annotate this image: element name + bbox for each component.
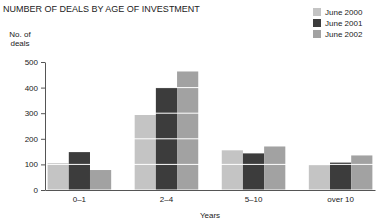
- legend: June 2000 June 2001 June 2002: [313, 8, 363, 39]
- tick-label: 300: [25, 109, 39, 118]
- tick-label: over 10: [327, 195, 354, 204]
- tick: 2–4: [160, 195, 174, 204]
- bar: [222, 150, 243, 190]
- bar: [243, 153, 264, 190]
- tick-label: 500: [25, 58, 39, 67]
- tick-label: 100: [25, 160, 39, 169]
- y-axis-title: No. ofdeals: [9, 30, 31, 48]
- axis-line: [45, 63, 46, 191]
- grid-line: [45, 87, 375, 88]
- tick-label: 0–1: [73, 195, 87, 204]
- tick-mark: [41, 88, 45, 89]
- tick-label: 2–4: [160, 195, 174, 204]
- chart: NUMBER OF DEALS BY AGE OF INVESTMENT 0 100…: [0, 0, 383, 222]
- tick-label: 200: [25, 135, 39, 144]
- legend-swatch: [313, 30, 321, 38]
- legend-item: June 2002: [313, 30, 363, 39]
- legend-swatch: [313, 19, 321, 27]
- bar: [309, 165, 330, 190]
- x-axis-title: Years: [200, 211, 220, 220]
- plot: 0 100 200 300 400 500 0–1 2–4 5–10 over 10: [25, 58, 376, 204]
- tick-label: 5–10: [245, 195, 263, 204]
- tick: 5–10: [245, 195, 263, 204]
- bar: [69, 152, 90, 190]
- legend-label: June 2001: [325, 19, 363, 28]
- tick-mark: [41, 113, 45, 114]
- bars: [48, 71, 373, 190]
- legend-item: June 2001: [313, 19, 363, 28]
- grid-line: [45, 190, 375, 191]
- tick: 100: [25, 160, 45, 169]
- grid-line: [45, 138, 375, 139]
- bar: [177, 71, 198, 190]
- tick: 200: [25, 135, 45, 144]
- tick: 500: [25, 58, 45, 67]
- bar: [351, 155, 372, 190]
- legend-label: June 2002: [325, 30, 363, 39]
- tick-mark: [41, 190, 45, 191]
- tick: 0: [34, 186, 45, 195]
- grid-line: [45, 62, 375, 63]
- tick-mark: [41, 164, 45, 165]
- bar: [330, 163, 351, 190]
- grid-line: [45, 113, 375, 114]
- tick: 400: [25, 84, 45, 93]
- grid-line: [45, 164, 375, 165]
- bar: [264, 146, 285, 190]
- tick-label: 400: [25, 84, 39, 93]
- tick: over 10: [327, 195, 354, 204]
- tick-mark: [41, 139, 45, 140]
- grid: [45, 62, 375, 190]
- bar: [48, 163, 69, 190]
- legend-label: June 2000: [325, 8, 363, 17]
- title: NUMBER OF DEALS BY AGE OF INVESTMENT: [3, 4, 200, 14]
- bar: [90, 170, 111, 190]
- y-axis: 0 100 200 300 400 500: [25, 58, 46, 195]
- axis-line: [46, 190, 376, 191]
- tick: 300: [25, 109, 45, 118]
- bar: [135, 115, 156, 190]
- tick: 0–1: [73, 195, 87, 204]
- x-axis: 0–1 2–4 5–10 over 10: [46, 191, 376, 204]
- legend-item: June 2000: [313, 8, 363, 17]
- tick-label: 0: [34, 186, 39, 195]
- legend-swatch: [313, 8, 321, 16]
- tick-mark: [41, 62, 45, 63]
